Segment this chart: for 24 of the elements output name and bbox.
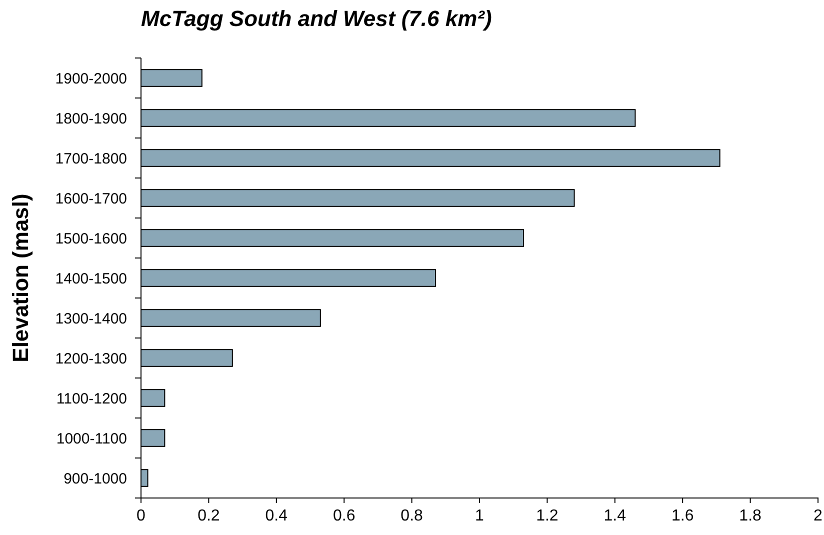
y-tick-label: 1100-1200: [56, 390, 127, 408]
chart-title: McTagg South and West (7.6 km²): [141, 6, 492, 31]
y-axis-title: Elevation (masl): [8, 194, 33, 362]
y-tick-label: 1300-1400: [55, 310, 127, 328]
x-tick-label: 1.6: [671, 507, 694, 524]
x-tick-label: 0.6: [332, 507, 356, 524]
x-tick-label: 1.8: [739, 507, 762, 524]
y-tick-label: 900-1000: [64, 470, 127, 488]
y-tick-label: 1500-1600: [55, 230, 127, 248]
y-tick-label: 1800-1900: [55, 110, 127, 128]
y-tick-label: 1400-1500: [55, 270, 127, 288]
y-tick-label: 1900-2000: [55, 70, 127, 88]
x-tick-label: 1: [475, 507, 484, 524]
y-tick-label: 1000-1100: [56, 430, 127, 448]
y-tick-label: 1600-1700: [55, 190, 127, 208]
x-tick-label: 1.4: [604, 507, 626, 524]
x-tick-label: 0: [136, 507, 146, 524]
x-tick-label: 0.8: [400, 507, 424, 524]
x-tick-label: 0.2: [198, 507, 220, 524]
x-tick-label: 1.2: [536, 507, 558, 524]
y-tick-label: 1700-1800: [55, 150, 127, 168]
x-tick-label: 2: [814, 507, 823, 524]
y-tick-label: 1200-1300: [55, 350, 127, 368]
x-tick-label: 0.4: [265, 507, 288, 524]
